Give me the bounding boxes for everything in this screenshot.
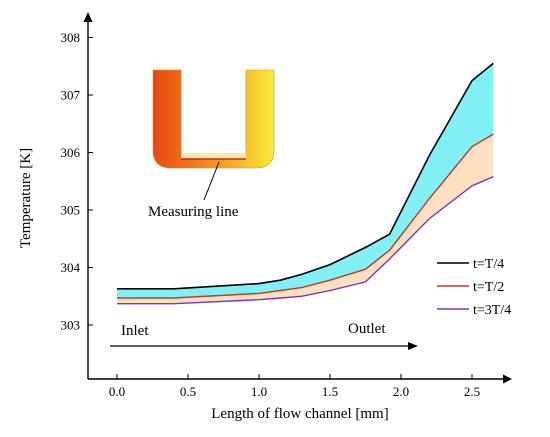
series-line-t2: [117, 133, 494, 299]
y-axis: [83, 12, 93, 379]
legend-label: t=3T/4: [473, 303, 511, 318]
series-line-3t4: [117, 176, 494, 305]
x-tick-label: 2.5: [464, 384, 480, 399]
inlet-label: Inlet: [121, 323, 149, 339]
legend-label: t=T/2: [473, 280, 504, 295]
series-line-t4: [117, 62, 494, 290]
fill-band-t4-t2: [117, 63, 494, 299]
y-axis-title: Temperature [K]: [18, 148, 34, 248]
fill-band-t2-3t4: [117, 134, 494, 304]
y-ticks: 303 304 305 306 307 308: [61, 30, 93, 333]
y-tick-label: 308: [61, 30, 81, 45]
x-tick-label: 1.5: [322, 384, 338, 399]
legend: t=T/4 t=T/2 t=3T/4: [437, 257, 511, 318]
x-axis-title: Length of flow channel [mm]: [211, 406, 388, 422]
u-channel-illustration: [152, 69, 275, 201]
y-tick-label: 304: [61, 260, 81, 275]
flow-direction-arrow: [110, 342, 418, 350]
x-tick-label: 2.0: [393, 384, 409, 399]
x-ticks: 0.0 0.5 1.0 1.5 2.0 2.5: [109, 374, 480, 399]
x-tick-label: 0.5: [180, 384, 196, 399]
x-axis: [88, 374, 512, 384]
y-tick-label: 306: [61, 145, 81, 160]
x-tick-label: 1.0: [251, 384, 267, 399]
x-tick-label: 0.0: [109, 384, 125, 399]
measuring-line-label: Measuring line: [148, 204, 239, 220]
y-tick-label: 307: [61, 88, 81, 103]
y-tick-label: 303: [61, 318, 81, 333]
legend-label: t=T/4: [473, 257, 504, 272]
outlet-label: Outlet: [348, 321, 386, 337]
y-tick-label: 305: [61, 203, 81, 218]
measuring-line-pointer: [203, 161, 220, 201]
